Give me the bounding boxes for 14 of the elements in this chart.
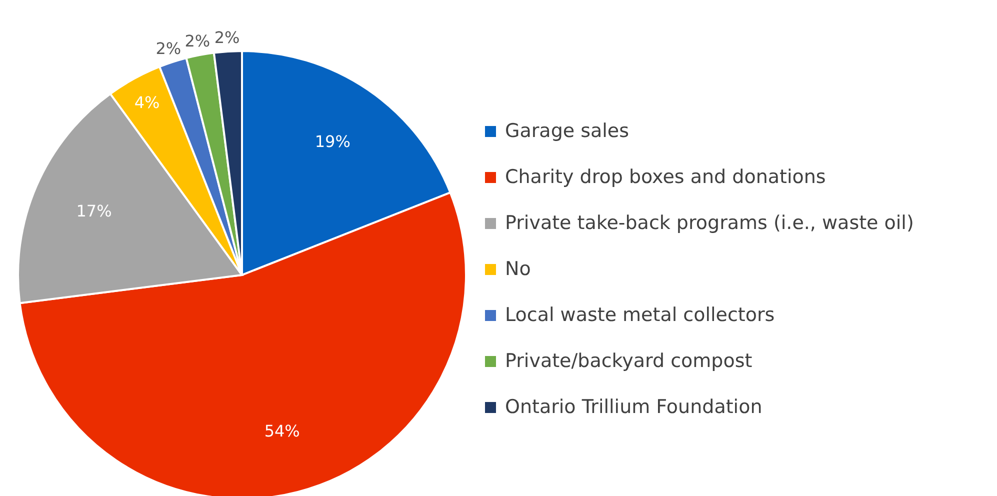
legend-label: Private take-back programs (i.e., waste oil) xyxy=(505,212,914,234)
data-label: 19% xyxy=(314,132,350,152)
legend-label: Private/backyard compost xyxy=(505,350,752,372)
legend-label: Local waste metal collectors xyxy=(505,304,775,326)
legend-label: Garage sales xyxy=(505,120,630,142)
data-label: 2% xyxy=(156,39,182,58)
data-label: 54% xyxy=(264,422,300,441)
data-label: 17% xyxy=(76,201,112,220)
legend-label: Charity drop boxes and donations xyxy=(505,166,826,188)
data-label: 2% xyxy=(214,28,240,47)
legend-label: No xyxy=(505,258,531,280)
data-label: 2% xyxy=(184,32,210,51)
data-label: 4% xyxy=(134,92,160,112)
legend-label: Ontario Trillium Foundation xyxy=(505,396,762,418)
